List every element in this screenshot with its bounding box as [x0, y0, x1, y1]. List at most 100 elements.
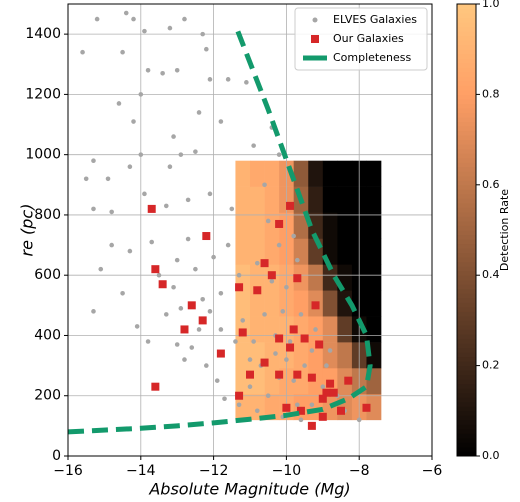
galaxy-marker [236, 272, 242, 278]
heatmap-cell [366, 160, 382, 187]
galaxy-marker [91, 206, 96, 212]
galaxy-marker [204, 46, 209, 52]
galaxy-marker [120, 290, 125, 296]
colorbar-step [457, 428, 476, 434]
colorbar-step [457, 257, 476, 263]
galaxy-marker [320, 384, 326, 389]
colorbar-step [457, 31, 476, 37]
colorbar-step [457, 22, 476, 28]
galaxy-marker [275, 219, 284, 228]
heatmap-cell [264, 160, 280, 187]
galaxy-marker [275, 334, 284, 343]
colorbar-step [457, 397, 476, 403]
heatmap-cell [322, 342, 338, 369]
galaxy-marker [225, 77, 231, 82]
galaxy-marker [246, 370, 254, 379]
colorbar-step [457, 162, 476, 168]
galaxy-marker [163, 312, 169, 317]
galaxy-marker [200, 31, 205, 37]
galaxy-marker [142, 28, 147, 34]
galaxy-marker [309, 402, 315, 408]
galaxy-marker [222, 396, 227, 402]
colorbar-step [457, 406, 476, 412]
galaxy-marker [180, 325, 189, 334]
colorbar-frame [456, 3, 477, 457]
colorbar-step [457, 13, 476, 19]
colorbar-step [457, 424, 476, 430]
galaxy-marker [344, 376, 353, 385]
galaxy-marker [202, 232, 211, 241]
colorbar-step [457, 94, 476, 100]
galaxy-marker [198, 316, 207, 325]
heatmap-cell [250, 186, 265, 213]
galaxy-marker [174, 342, 180, 347]
galaxy-marker [269, 278, 275, 284]
galaxy-marker [142, 191, 147, 197]
galaxy-marker [324, 363, 329, 368]
colorbar-step [457, 117, 476, 123]
galaxy-marker [163, 203, 169, 209]
galaxy-marker [218, 327, 224, 332]
galaxy-marker [275, 370, 284, 379]
galaxy-marker [244, 80, 249, 85]
colorbar-step [457, 288, 476, 294]
galaxy-marker [307, 373, 316, 382]
galaxy-marker [254, 260, 260, 266]
galaxy-marker [178, 306, 184, 311]
heatmap-cell [250, 393, 265, 421]
colorbar-step [457, 370, 476, 376]
colorbar-step [457, 284, 476, 290]
plot-frame [67, 3, 433, 457]
x-tick-label: −6 [422, 463, 443, 479]
galaxy-marker [267, 271, 276, 280]
galaxy-marker [315, 340, 324, 349]
galaxy-marker [160, 71, 165, 76]
colorbar-step [457, 329, 476, 335]
galaxy-marker [265, 218, 271, 224]
colorbar-tick-label: 0.0 [482, 449, 500, 462]
heatmap-cell [235, 186, 251, 213]
galaxy-marker [293, 370, 302, 379]
colorbar-step [457, 451, 476, 457]
galaxy-marker [189, 345, 195, 350]
galaxy-marker [236, 402, 242, 408]
heatmap-cell [293, 160, 309, 187]
heatmap-cell [366, 264, 382, 291]
colorbar-step [457, 343, 476, 349]
heatmap-cell [250, 290, 265, 317]
colorbar-step [457, 17, 476, 23]
colorbar-step [457, 216, 476, 222]
legend-swatch [312, 17, 318, 23]
galaxy-marker [218, 119, 224, 124]
colorbar-step [457, 361, 476, 367]
galaxy-marker [276, 242, 282, 248]
heatmap-cell [250, 238, 265, 265]
heatmap-cell [337, 238, 353, 265]
galaxy-marker [322, 388, 331, 397]
colorbar-step [457, 302, 476, 308]
colorbar-step [457, 379, 476, 385]
galaxy-marker [127, 164, 133, 170]
galaxy-marker [291, 378, 296, 383]
colorbar-step [457, 365, 476, 371]
legend-box [294, 7, 428, 71]
colorbar-step [457, 446, 476, 452]
colorbar-step [457, 67, 476, 73]
y-tick-label: 200 [34, 388, 61, 404]
colorbar-label: Detection Rate [498, 189, 511, 271]
galaxy-marker [254, 408, 260, 414]
colorbar-step [457, 202, 476, 208]
legend-swatch [311, 35, 319, 43]
galaxy-marker [91, 158, 96, 163]
galaxy-marker [207, 309, 213, 314]
colorbar-step [457, 53, 476, 59]
galaxy-marker [293, 274, 302, 283]
colorbar-step [457, 148, 476, 154]
galaxy-marker [187, 301, 196, 310]
galaxy-marker [229, 206, 235, 212]
galaxy-marker [151, 382, 160, 391]
galaxy-marker [167, 25, 173, 31]
colorbar-step [457, 112, 476, 118]
